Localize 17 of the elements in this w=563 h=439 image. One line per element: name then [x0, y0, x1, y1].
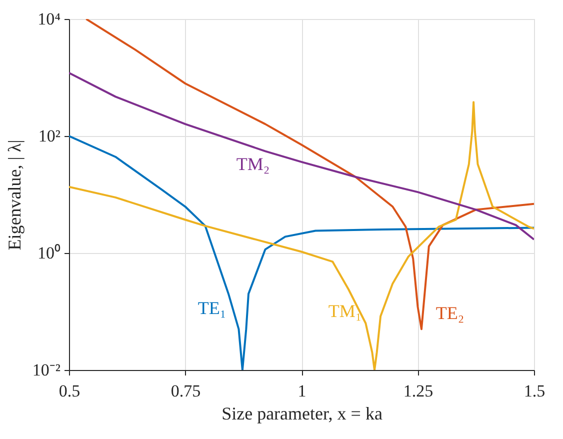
x-axis-title: Size parameter, x = ka: [222, 404, 382, 424]
line-series: [69, 72, 534, 241]
y-tick-label: 10⁰: [38, 244, 60, 262]
y-axis-title: Eigenvalue, | λ|: [4, 140, 24, 250]
series-label: TE₂: [436, 303, 464, 323]
series-label: TE₁: [198, 298, 226, 318]
series-label: TM₂: [236, 154, 270, 174]
series-label: TM₁: [328, 301, 362, 321]
y-tick-label: 10²: [38, 126, 60, 146]
y-tick-label: 10⁻²: [32, 360, 60, 380]
y-tick-label: 10⁴: [38, 10, 61, 28]
x-tick-label: 0.75: [170, 382, 201, 400]
x-tick-label: 0.5: [58, 382, 80, 400]
x-tick-label: 1.25: [403, 382, 434, 400]
x-tick-label: 1.5: [524, 382, 546, 400]
x-tick-label: 1: [298, 382, 306, 400]
line-series: [85, 19, 534, 330]
